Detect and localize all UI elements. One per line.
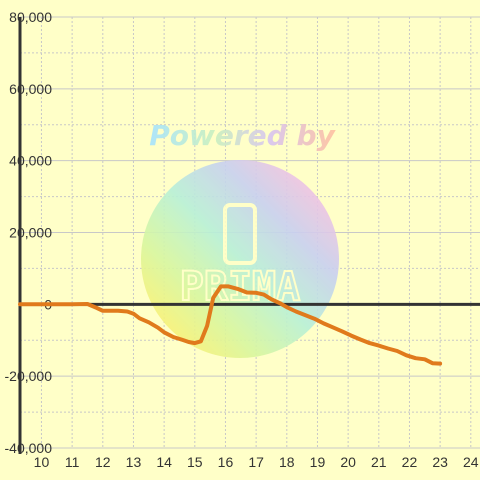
x-tick-label: 19 <box>310 454 326 470</box>
x-tick-label: 14 <box>156 454 172 470</box>
x-tick-label: 17 <box>248 454 264 470</box>
x-tick-label: 15 <box>187 454 203 470</box>
watermark-phone-icon <box>223 203 257 265</box>
x-tick-label: 21 <box>371 454 387 470</box>
axes <box>18 17 480 454</box>
y-tick-label: -40,000 <box>5 440 53 456</box>
y-tick-label: 40,000 <box>9 153 52 169</box>
x-tick-label: 16 <box>218 454 234 470</box>
y-tick-label: 80,000 <box>9 9 52 25</box>
y-tick-label: 60,000 <box>9 81 52 97</box>
x-tick-label: 13 <box>126 454 142 470</box>
watermark-text: Powered by <box>149 119 336 152</box>
x-tick-label: 20 <box>340 454 356 470</box>
x-tick-label: 12 <box>95 454 111 470</box>
x-tick-label: 10 <box>34 454 50 470</box>
y-tick-label: 20,000 <box>9 225 52 241</box>
watermark: Powered by PRIMA <box>141 119 339 358</box>
series-line-group <box>18 284 443 366</box>
x-tick-label: 24 <box>463 454 479 470</box>
x-tick-label: 23 <box>432 454 448 470</box>
watermark-circle <box>141 160 339 358</box>
x-tick-label: 22 <box>402 454 418 470</box>
series-line <box>18 284 443 366</box>
x-tick-label: 18 <box>279 454 295 470</box>
x-axis-labels: 10 11 12 13 14 15 16 17 18 19 20 21 22 23 24 <box>34 454 479 470</box>
y-tick-label: -20,000 <box>5 368 53 384</box>
x-tick-label: 11 <box>65 454 80 470</box>
